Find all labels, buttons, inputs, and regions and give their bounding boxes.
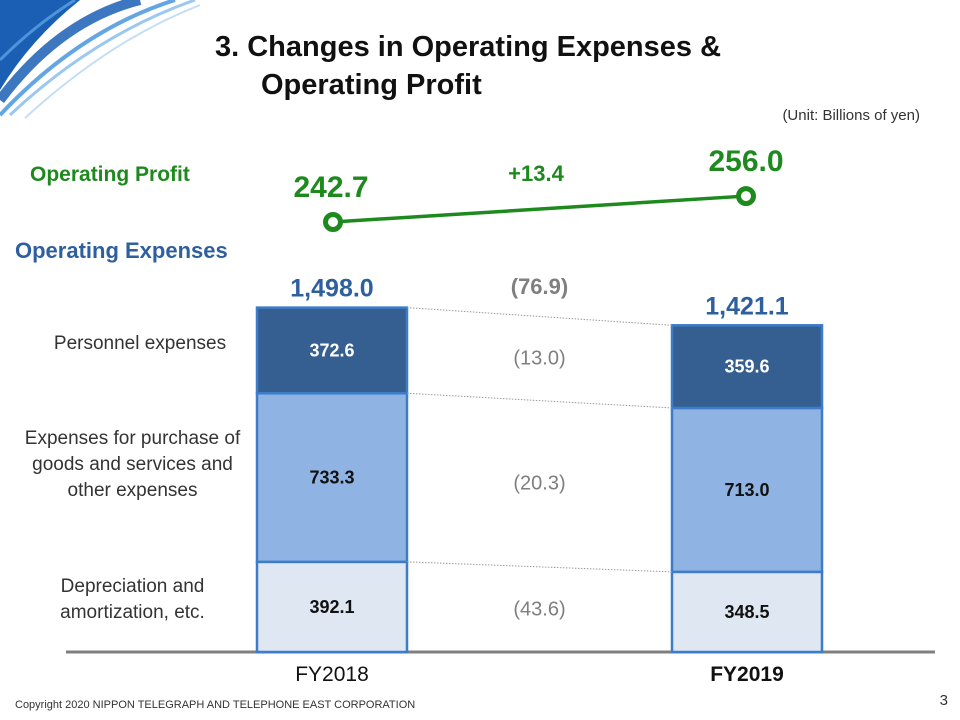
connector-line-1 (406, 561, 673, 573)
bar-value-label-personnel-fy2018: 372.6 (309, 340, 354, 360)
bar-segment-personnel-fy2019 (670, 324, 824, 410)
bar-segment-purchase-fy2019 (670, 406, 824, 574)
title-line-1: 3. Changes in Operating Expenses & (215, 31, 722, 63)
bar-value-label-depreciation-fy2019: 348.5 (724, 602, 769, 622)
profit-point-fy2019 (736, 186, 756, 207)
page-title: 3. Changes in Operating Expenses & Opera… (215, 28, 875, 104)
category-label-depreciation: Depreciation and amortization, etc. (60, 576, 205, 623)
profit-change-label: +13.4 (508, 161, 564, 186)
corner-decoration (0, 0, 200, 120)
x-tick-label-fy2018: FY2018 (295, 663, 369, 686)
change-label-purchase: (20.3) (513, 473, 565, 495)
bar-value-label-personnel-fy2019: 359.6 (724, 357, 769, 377)
bar-segment-depreciation-fy2019 (670, 570, 824, 654)
page-number: 3 (939, 692, 948, 709)
bar-value-label-purchase-fy2018: 733.3 (309, 468, 354, 488)
change-label-personnel: (13.0) (513, 348, 565, 370)
total-label-fy2019: 1,421.1 (705, 292, 789, 320)
profit-line (332, 194, 747, 224)
bar-segment-depreciation-fy2018 (255, 560, 409, 654)
category-label-personnel: Personnel expenses (53, 333, 227, 354)
unit-label: (Unit: Billions of yen) (782, 107, 920, 124)
x-tick-label-fy2019: FY2019 (710, 663, 784, 686)
category-label-purchase: Expenses for purchase of goods and servi… (24, 428, 241, 501)
profit-point-fy2018 (323, 212, 343, 232)
operating-expenses-label: Operating Expenses (15, 238, 228, 263)
change-label-depreciation: (43.6) (513, 598, 565, 620)
connector-line-2 (406, 392, 673, 409)
connector-line-3 (406, 307, 673, 326)
bar-segment-personnel-fy2018 (255, 306, 409, 395)
bar-value-label-purchase-fy2019: 713.0 (724, 480, 769, 500)
total-label-fy2018: 1,498.0 (290, 275, 373, 303)
copyright-footer: Copyright 2020 NIPPON TELEGRAPH AND TELE… (15, 699, 416, 711)
bar-value-label-depreciation-fy2018: 392.1 (309, 597, 354, 617)
profit-value-label-fy2019: 256.0 (708, 145, 783, 178)
change-label-total: (76.9) (511, 274, 568, 299)
operating-profit-label: Operating Profit (30, 163, 190, 186)
title-line-2: Operating Profit (261, 69, 482, 101)
bar-segment-purchase-fy2018 (255, 392, 409, 564)
profit-value-label-fy2018: 242.7 (293, 171, 368, 204)
